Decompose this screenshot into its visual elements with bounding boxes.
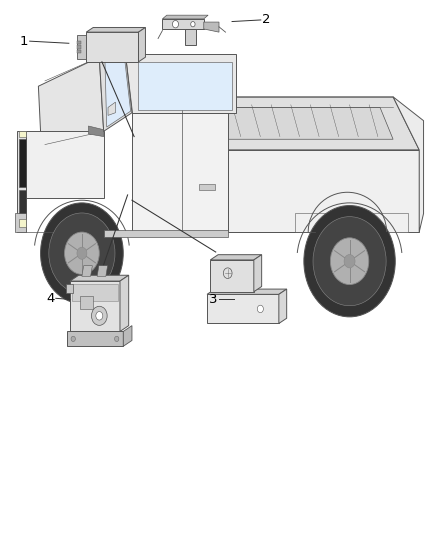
Circle shape bbox=[49, 213, 115, 294]
Polygon shape bbox=[99, 54, 132, 131]
Polygon shape bbox=[204, 22, 219, 32]
Polygon shape bbox=[108, 102, 116, 115]
Polygon shape bbox=[19, 190, 26, 214]
Circle shape bbox=[330, 238, 369, 285]
Polygon shape bbox=[228, 108, 393, 139]
Circle shape bbox=[344, 255, 355, 268]
Polygon shape bbox=[138, 62, 232, 110]
Polygon shape bbox=[17, 131, 26, 232]
Polygon shape bbox=[15, 214, 26, 232]
Circle shape bbox=[313, 216, 386, 306]
Circle shape bbox=[96, 312, 103, 320]
Circle shape bbox=[257, 305, 263, 313]
Polygon shape bbox=[120, 275, 129, 332]
Polygon shape bbox=[82, 266, 92, 276]
Polygon shape bbox=[254, 255, 261, 292]
Polygon shape bbox=[185, 29, 196, 45]
Circle shape bbox=[223, 268, 232, 278]
Circle shape bbox=[173, 20, 179, 28]
Polygon shape bbox=[26, 131, 104, 198]
Text: 4: 4 bbox=[46, 292, 54, 305]
Polygon shape bbox=[228, 150, 419, 232]
Circle shape bbox=[304, 206, 395, 317]
Polygon shape bbox=[19, 131, 26, 136]
Polygon shape bbox=[86, 32, 138, 62]
Polygon shape bbox=[125, 54, 237, 113]
Polygon shape bbox=[67, 332, 123, 346]
Polygon shape bbox=[77, 45, 81, 49]
Circle shape bbox=[64, 232, 99, 274]
Circle shape bbox=[41, 203, 123, 304]
Polygon shape bbox=[97, 266, 108, 276]
Polygon shape bbox=[123, 326, 132, 346]
Polygon shape bbox=[207, 294, 279, 324]
Polygon shape bbox=[199, 184, 215, 190]
Polygon shape bbox=[88, 126, 104, 136]
Text: 1: 1 bbox=[20, 35, 28, 47]
Polygon shape bbox=[77, 35, 86, 59]
Polygon shape bbox=[207, 289, 287, 294]
Circle shape bbox=[191, 21, 195, 27]
Text: 2: 2 bbox=[262, 13, 270, 27]
Text: 3: 3 bbox=[209, 293, 218, 306]
Polygon shape bbox=[77, 41, 81, 44]
Polygon shape bbox=[19, 139, 26, 187]
Polygon shape bbox=[210, 255, 261, 260]
Polygon shape bbox=[19, 219, 26, 227]
Circle shape bbox=[77, 247, 87, 259]
Polygon shape bbox=[295, 214, 408, 232]
Polygon shape bbox=[66, 284, 74, 293]
Polygon shape bbox=[132, 113, 228, 232]
Polygon shape bbox=[77, 50, 81, 53]
Polygon shape bbox=[72, 284, 118, 301]
Polygon shape bbox=[138, 28, 145, 62]
Polygon shape bbox=[393, 97, 424, 232]
Polygon shape bbox=[86, 28, 145, 32]
Circle shape bbox=[71, 336, 75, 342]
Circle shape bbox=[92, 306, 107, 325]
Circle shape bbox=[115, 336, 119, 342]
Polygon shape bbox=[201, 97, 419, 150]
Polygon shape bbox=[70, 275, 129, 281]
Polygon shape bbox=[279, 289, 287, 324]
Polygon shape bbox=[210, 260, 254, 292]
Polygon shape bbox=[162, 19, 204, 29]
Polygon shape bbox=[162, 15, 208, 19]
Polygon shape bbox=[39, 57, 104, 150]
Polygon shape bbox=[105, 58, 131, 127]
Polygon shape bbox=[70, 281, 120, 332]
Polygon shape bbox=[80, 296, 93, 309]
Polygon shape bbox=[104, 230, 228, 237]
